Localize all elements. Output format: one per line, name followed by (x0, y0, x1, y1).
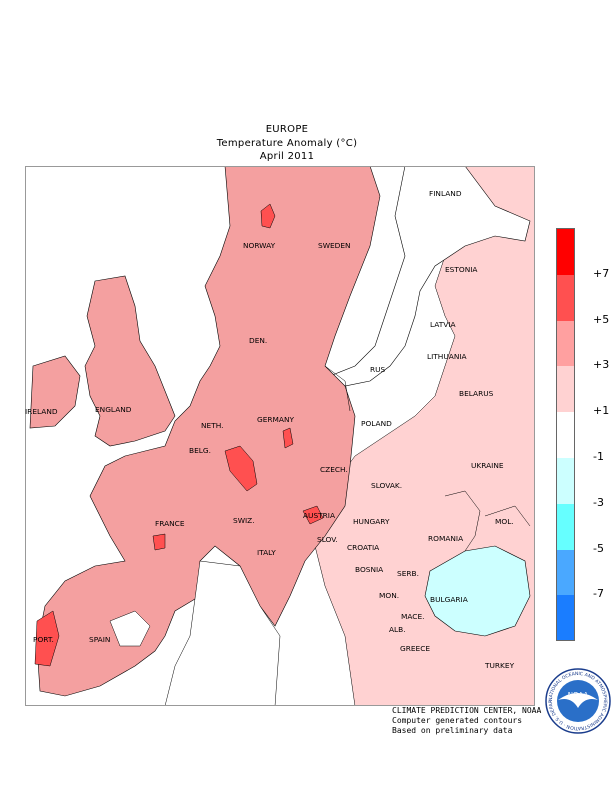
title-quantity: Temperature Anomaly (°C) (216, 137, 358, 149)
country-label: LITHUANIA (427, 352, 467, 361)
country-label: IRELAND (25, 407, 58, 416)
country-label: AUSTRIA (303, 511, 335, 520)
country-label: MOL. (495, 517, 514, 526)
country-label: ENGLAND (95, 405, 132, 414)
legend-tick-label: -3 (593, 495, 604, 509)
country-label: SERB. (397, 569, 419, 578)
baltic-sea (329, 166, 531, 387)
country-label: DEN. (249, 336, 267, 345)
legend-bin (557, 457, 575, 504)
logo-bird-shape (558, 693, 598, 708)
title-region: EUROPE (265, 124, 309, 135)
contour-line (444, 490, 481, 552)
title-period: April 2011 (259, 151, 315, 162)
country-label: BELARUS (459, 389, 494, 398)
legend-bin (557, 412, 575, 458)
country-label: SLOV. (317, 535, 338, 544)
country-label: FRANCE (155, 519, 185, 528)
country-label: ROMANIA (428, 534, 463, 543)
country-label: MON. (379, 591, 399, 600)
legend-bin (557, 229, 575, 275)
credit-line-2: Computer generated contours (392, 716, 523, 725)
legend-tick-label: -5 (593, 541, 604, 555)
hotspot-germany (282, 427, 294, 449)
credit-line-3: Based on preliminary data (392, 726, 513, 735)
country-label: RUS (370, 365, 386, 374)
noaa-seal-icon: NATIONAL OCEANIC AND ATMOSPHERIC ADMINIS… (545, 666, 611, 734)
legend-tick-label: -7 (593, 587, 604, 601)
country-label: ESTONIA (445, 265, 477, 274)
anomaly-region-uk (84, 275, 176, 447)
country-label: SLOVAK. (371, 481, 402, 490)
legend-bin (557, 274, 575, 321)
credits: CLIMATE PREDICTION CENTER, NOAA Computer… (392, 706, 541, 736)
contour-line (484, 505, 531, 527)
country-label: BELG. (189, 446, 211, 455)
country-label: NORWAY (243, 241, 276, 250)
white-area-spain (109, 610, 151, 647)
legend-bin (557, 366, 575, 413)
country-label: GREECE (400, 644, 430, 653)
map-title: EUROPE Temperature Anomaly (°C) April 20… (0, 123, 574, 164)
country-label: PORT. (33, 635, 54, 644)
country-label: ITALY (257, 548, 276, 557)
country-label: TURKEY (484, 661, 515, 670)
country-label: POLAND (361, 419, 392, 428)
country-label: BULGARIA (430, 595, 468, 604)
country-label: GERMANY (257, 415, 294, 424)
country-label: SPAIN (89, 635, 110, 644)
country-label: HUNGARY (353, 517, 390, 526)
country-label: FINLAND (429, 189, 462, 198)
hotspot-portugal (34, 610, 60, 667)
legend-bin (557, 320, 575, 367)
country-label: MACE. (401, 612, 424, 621)
legend-bin (557, 595, 575, 642)
hotspot-rhineland (224, 445, 258, 492)
anomaly-region-ireland (29, 355, 81, 429)
country-labels: FINLAND NORWAY SWEDEN ESTONIA LATVIA DEN. LITH… (25, 189, 515, 670)
country-label: BOSNIA (355, 565, 383, 574)
anomaly-region-bulgaria-cold (424, 545, 531, 637)
logo-text: NOAA (568, 691, 589, 699)
contour-line (324, 365, 351, 412)
map-frame (25, 166, 535, 706)
legend-tick-label: -1 (593, 450, 604, 463)
temperature-anomaly-map: FINLAND NORWAY SWEDEN ESTONIA LATVIA DEN. LITH… (25, 166, 535, 706)
legend-tick-label: +1 (593, 404, 610, 418)
color-legend (557, 229, 575, 642)
legend-tick-label: +3 (593, 358, 610, 372)
country-label: UKRAINE (471, 461, 504, 470)
legend-tick-label: +5 (593, 312, 610, 326)
legend-bin (557, 503, 575, 550)
hotspot-france (152, 533, 166, 551)
legend-tick-label: +7 (593, 266, 610, 280)
country-label: LATVIA (430, 320, 456, 329)
hotspot-austria (302, 505, 324, 525)
country-label: NETH. (201, 421, 224, 430)
country-label: SWEDEN (318, 241, 351, 250)
country-label: SWIZ. (233, 516, 255, 525)
country-label: ALB. (389, 625, 406, 634)
credit-line-1: CLIMATE PREDICTION CENTER, NOAA (392, 706, 542, 715)
anomaly-region-west (36, 166, 381, 697)
country-label: CZECH. (320, 465, 348, 474)
legend-bin (557, 549, 575, 596)
country-label: CROATIA (347, 543, 379, 552)
hotspot-norway (260, 203, 276, 229)
white-area-mediterranean (164, 560, 281, 706)
